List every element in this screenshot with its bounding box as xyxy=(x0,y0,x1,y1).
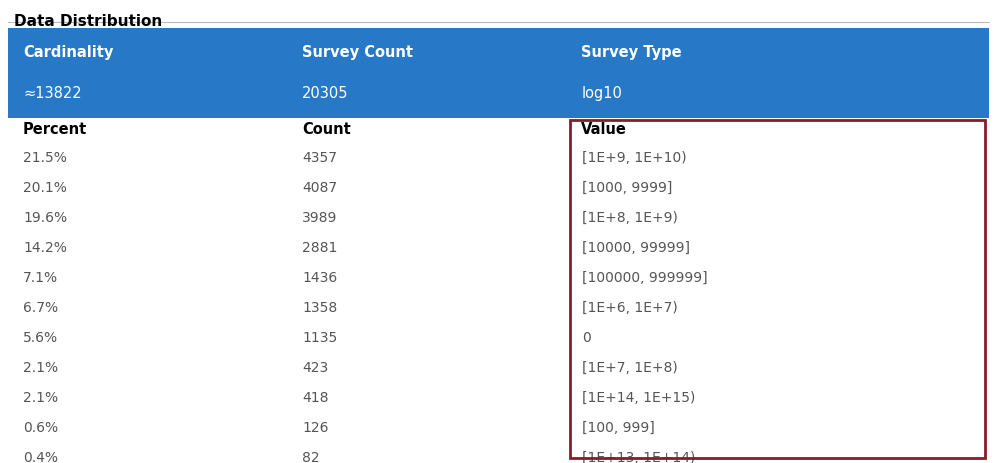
Bar xyxy=(570,120,985,458)
Text: Count: Count xyxy=(302,123,351,138)
Text: 4087: 4087 xyxy=(302,181,337,195)
Text: Value: Value xyxy=(581,123,627,138)
Text: [1000, 9999]: [1000, 9999] xyxy=(582,181,672,195)
Text: Survey Type: Survey Type xyxy=(581,45,682,60)
Text: 1436: 1436 xyxy=(302,271,337,285)
Text: 418: 418 xyxy=(302,391,329,405)
Text: Percent: Percent xyxy=(23,123,87,138)
Text: 0: 0 xyxy=(582,331,591,345)
Text: 21.5%: 21.5% xyxy=(23,151,67,165)
Text: [100, 999]: [100, 999] xyxy=(582,421,655,435)
Text: 82: 82 xyxy=(302,451,320,463)
Text: 3989: 3989 xyxy=(302,211,338,225)
Text: [1E+6, 1E+7): [1E+6, 1E+7) xyxy=(582,301,678,315)
Text: 20.1%: 20.1% xyxy=(23,181,67,195)
Text: 1135: 1135 xyxy=(302,331,337,345)
Bar xyxy=(8,28,989,118)
Text: 1358: 1358 xyxy=(302,301,337,315)
Text: [1E+9, 1E+10): [1E+9, 1E+10) xyxy=(582,151,687,165)
Text: 14.2%: 14.2% xyxy=(23,241,67,255)
Text: 423: 423 xyxy=(302,361,328,375)
Text: 126: 126 xyxy=(302,421,329,435)
Text: [1E+8, 1E+9): [1E+8, 1E+9) xyxy=(582,211,678,225)
Text: log10: log10 xyxy=(581,86,622,101)
Text: [1E+14, 1E+15): [1E+14, 1E+15) xyxy=(582,391,695,405)
Text: 19.6%: 19.6% xyxy=(23,211,67,225)
Text: Cardinality: Cardinality xyxy=(23,45,114,60)
Text: [1E+13, 1E+14): [1E+13, 1E+14) xyxy=(582,451,695,463)
Text: 6.7%: 6.7% xyxy=(23,301,58,315)
Text: Data Distribution: Data Distribution xyxy=(14,14,163,29)
Text: 0.4%: 0.4% xyxy=(23,451,58,463)
Text: [1E+7, 1E+8): [1E+7, 1E+8) xyxy=(582,361,678,375)
Text: 20305: 20305 xyxy=(302,86,349,101)
Text: [10000, 99999]: [10000, 99999] xyxy=(582,241,690,255)
Text: 2.1%: 2.1% xyxy=(23,391,58,405)
Text: 0.6%: 0.6% xyxy=(23,421,58,435)
Text: 2881: 2881 xyxy=(302,241,338,255)
Text: ≈13822: ≈13822 xyxy=(23,86,82,101)
Text: [100000, 999999]: [100000, 999999] xyxy=(582,271,708,285)
Text: 7.1%: 7.1% xyxy=(23,271,58,285)
Text: 5.6%: 5.6% xyxy=(23,331,58,345)
Text: Survey Count: Survey Count xyxy=(302,45,413,60)
Text: 4357: 4357 xyxy=(302,151,337,165)
Text: 2.1%: 2.1% xyxy=(23,361,58,375)
